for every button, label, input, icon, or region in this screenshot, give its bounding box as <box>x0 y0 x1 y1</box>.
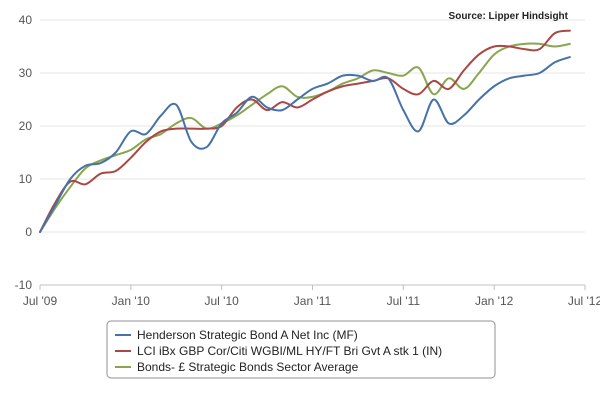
y-tick-label: 0 <box>25 225 32 239</box>
x-tick-label: Jul '11 <box>387 294 421 308</box>
y-tick-label: 40 <box>19 13 33 27</box>
series-line-3 <box>39 42 571 233</box>
series-line-2 <box>39 29 571 233</box>
x-tick-label: Jul '09 <box>23 294 58 308</box>
source-note: Source: Lipper Hindsight <box>449 11 569 22</box>
x-tick-label: Jan '11 <box>294 294 332 308</box>
chart-legend: Henderson Strategic Bond A Net Inc (MF) L… <box>106 320 496 379</box>
legend-label: LCI iBx GBP Cor/Citi WGBI/ML HY/FT Bri G… <box>137 344 442 358</box>
x-tick-label: Jan '12 <box>475 294 514 308</box>
y-tick-label: 20 <box>19 119 33 133</box>
legend-label: Henderson Strategic Bond A Net Inc (MF) <box>137 328 358 342</box>
legend-label: Bonds- £ Strategic Bonds Sector Average <box>137 360 359 374</box>
x-tick-label: Jul '10 <box>205 294 240 308</box>
y-tick-label: 10 <box>19 172 33 186</box>
x-tick-label: Jul '12 <box>568 294 600 308</box>
series-lines <box>39 29 571 233</box>
y-tick-label: -10 <box>15 278 33 292</box>
x-axis <box>39 284 586 290</box>
tick-labels: -10 0 10 20 30 40 Jul '09 Jan '10 Jul '10 Jan '11… <box>15 13 600 308</box>
x-tick-label: Jan '10 <box>112 294 151 308</box>
series-line-1 <box>39 56 571 233</box>
legend-box <box>106 320 496 379</box>
y-tick-label: 30 <box>19 66 33 80</box>
